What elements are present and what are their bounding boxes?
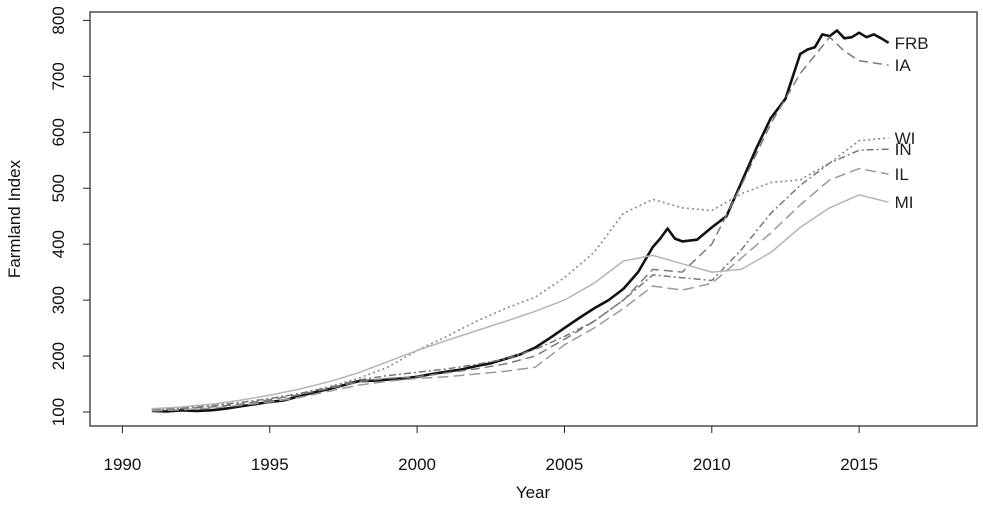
x-tick-label: 2010 xyxy=(693,455,731,474)
y-tick-label: 800 xyxy=(49,6,68,34)
y-tick-label: 500 xyxy=(49,174,68,202)
x-tick-label: 1995 xyxy=(251,455,289,474)
y-axis-title: Farmland Index xyxy=(5,159,24,278)
x-tick-label: 2015 xyxy=(840,455,878,474)
series-label-in: IN xyxy=(895,140,912,159)
x-tick-label: 2005 xyxy=(546,455,584,474)
series-line-in xyxy=(151,148,889,411)
series-label-ia: IA xyxy=(895,56,912,75)
x-axis-title: Year xyxy=(516,483,551,502)
plot-frame xyxy=(89,11,978,427)
series-label-wi: WI xyxy=(895,129,916,148)
series-line-ia xyxy=(151,36,889,411)
x-tick-label: 2000 xyxy=(398,455,436,474)
y-tick-label: 400 xyxy=(49,230,68,258)
y-tick-label: 100 xyxy=(49,398,68,426)
x-tick-label: 1990 xyxy=(104,455,142,474)
series-label-frb: FRB xyxy=(895,34,929,53)
series-label-il: IL xyxy=(895,165,909,184)
series-line-wi xyxy=(151,137,889,410)
series-line-il xyxy=(151,167,889,412)
y-tick-label: 600 xyxy=(49,118,68,146)
y-tick-label: 300 xyxy=(49,286,68,314)
series-lines xyxy=(151,29,890,413)
series-label-mi: MI xyxy=(895,193,914,212)
series-line-mi xyxy=(151,194,889,410)
y-tick-label: 200 xyxy=(49,342,68,370)
series-line-frb xyxy=(151,29,890,413)
y-ticks: 100 200 300 400 500 600 700 800 xyxy=(49,6,90,426)
y-tick-label: 700 xyxy=(49,62,68,90)
x-ticks: 1990 1995 2000 2005 2010 2015 xyxy=(104,426,878,474)
